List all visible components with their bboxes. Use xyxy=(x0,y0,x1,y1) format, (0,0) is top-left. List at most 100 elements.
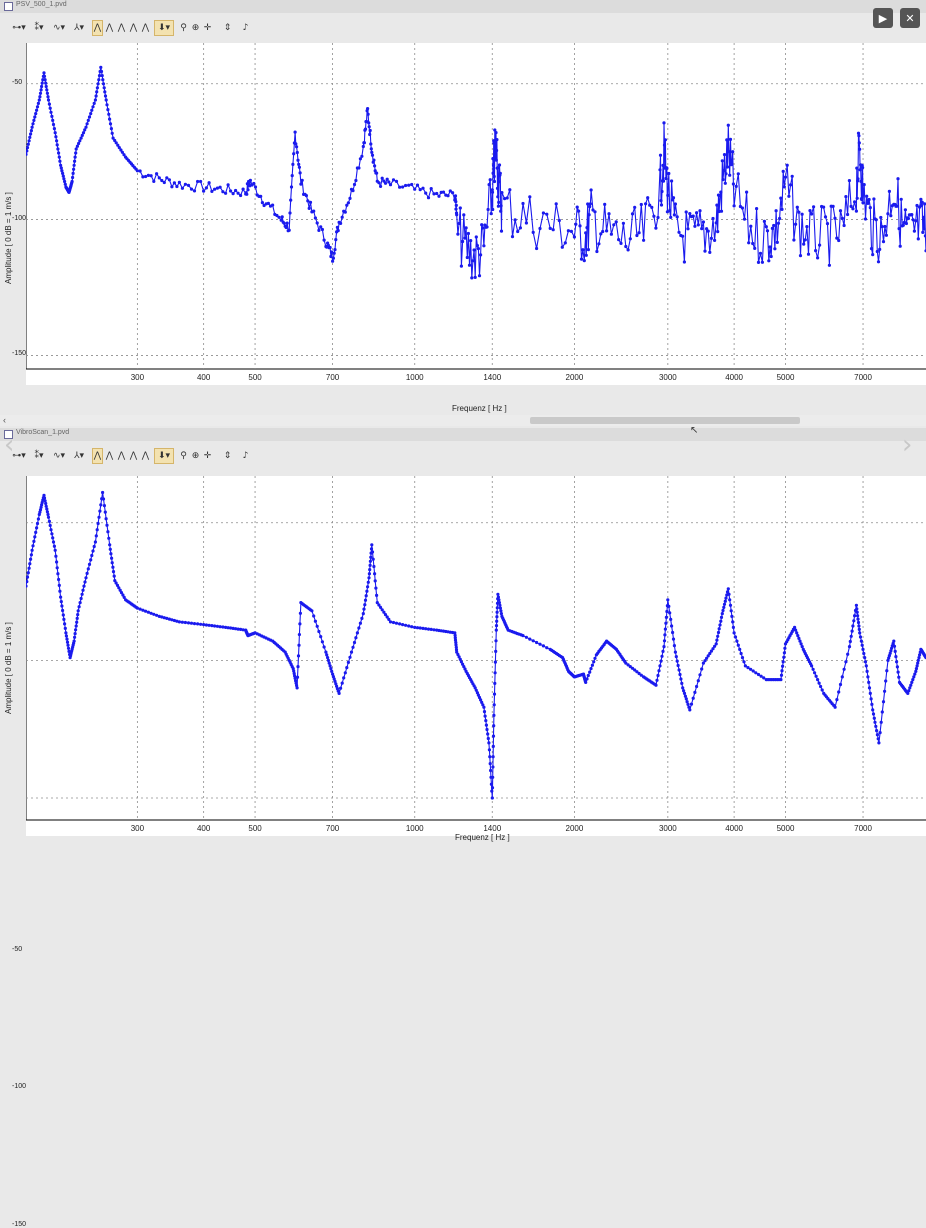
scale-icon[interactable]: ⇕ xyxy=(223,451,232,461)
zoom-fit-icon[interactable]: ⊕ xyxy=(191,23,200,33)
close-button[interactable]: ✕ xyxy=(900,8,920,28)
data-point xyxy=(90,108,94,112)
zoom-icon[interactable]: ⚲ xyxy=(180,23,187,33)
data-point xyxy=(146,173,150,177)
data-point xyxy=(866,201,870,205)
average-tool-icon[interactable]: ⅄▾ xyxy=(73,451,84,461)
zoom-icon[interactable]: ⚲ xyxy=(180,451,187,461)
data-point xyxy=(535,246,539,251)
data-point xyxy=(720,159,724,163)
data-point xyxy=(493,681,497,685)
data-point xyxy=(687,705,691,709)
data-point xyxy=(487,183,491,187)
data-point xyxy=(467,263,472,267)
data-point xyxy=(210,189,214,193)
zoom-fit-icon[interactable]: ⊕ xyxy=(191,451,200,461)
x-tick-label: 5000 xyxy=(777,373,795,382)
data-point xyxy=(284,225,288,230)
peak-2-icon[interactable]: ⋀ xyxy=(105,451,114,461)
data-point xyxy=(111,136,115,140)
data-point xyxy=(339,221,343,225)
data-point xyxy=(795,205,799,209)
data-point xyxy=(246,188,250,192)
signal-tool-icon[interactable]: ∿▾ xyxy=(52,451,66,461)
peak-5-icon[interactable]: ⋀ xyxy=(141,451,150,461)
data-point xyxy=(874,218,878,222)
cursor-tool-icon[interactable]: ⊶▾ xyxy=(12,451,26,461)
data-point xyxy=(167,178,171,182)
file-icon xyxy=(4,430,13,439)
cursor-dropdown-icon[interactable]: ⬇▾ xyxy=(154,20,174,36)
data-point xyxy=(86,118,90,122)
data-point xyxy=(373,579,377,583)
data-point xyxy=(111,570,116,574)
data-point xyxy=(852,619,856,623)
pan-icon[interactable]: ✛ xyxy=(203,451,212,461)
previous-arrow-icon[interactable]: ‹ xyxy=(4,430,15,460)
pan-icon[interactable]: ✛ xyxy=(203,23,212,33)
data-point xyxy=(207,181,211,185)
data-point xyxy=(91,105,95,109)
data-point xyxy=(317,228,321,232)
next-arrow-icon[interactable]: › xyxy=(902,430,913,460)
cursor-dropdown-icon[interactable]: ⬇▾ xyxy=(154,448,174,464)
peak-1-icon[interactable]: ⋀ xyxy=(92,448,103,464)
spectrum-plot-area[interactable]: 300 400 500 700 1000 1400 2000 3000 4000 5000 7000 xyxy=(26,476,926,836)
horizontal-scrollbar[interactable]: ‹ xyxy=(0,415,926,426)
data-point xyxy=(202,189,206,193)
sound-icon[interactable]: ♪ xyxy=(242,23,249,33)
data-point xyxy=(459,264,463,268)
data-point xyxy=(612,223,616,227)
data-point xyxy=(794,222,798,226)
top-spectrum-window: PSV_500_1.pvd ▶ ✕ ⊶▾ ⁑▾ ∿▾ ⅄▾ ⋀ ⋀ ⋀ ⋀ ⋀ ⬇▾ ⚲ ⊕ ✛ ⇕ ♪ 3… xyxy=(0,0,926,428)
data-point xyxy=(485,225,489,229)
peak-4-icon[interactable]: ⋀ xyxy=(129,23,138,33)
scale-icon[interactable]: ⇕ xyxy=(223,23,232,33)
peak-3-icon[interactable]: ⋀ xyxy=(117,451,126,461)
play-button[interactable]: ▶ xyxy=(873,8,893,28)
data-point xyxy=(897,675,901,679)
data-point xyxy=(740,656,745,660)
peak-4-icon[interactable]: ⋀ xyxy=(129,451,138,461)
marker-tool-icon[interactable]: ⁑▾ xyxy=(34,451,44,461)
data-point xyxy=(859,639,864,643)
data-point xyxy=(295,150,299,155)
data-point xyxy=(410,182,414,187)
data-point xyxy=(813,671,817,675)
data-point xyxy=(66,643,70,647)
spectrum-plot-area[interactable]: 300 400 500 700 1000 1400 2000 3000 4000 5000 7000 xyxy=(26,43,926,385)
peak-2-icon[interactable]: ⋀ xyxy=(105,23,114,33)
data-point xyxy=(875,733,880,737)
data-point xyxy=(880,225,884,229)
peak-5-icon[interactable]: ⋀ xyxy=(141,23,150,33)
scroll-thumb[interactable] xyxy=(530,417,800,424)
data-point xyxy=(798,254,803,258)
sound-icon[interactable]: ♪ xyxy=(242,451,249,461)
peak-3-icon[interactable]: ⋀ xyxy=(117,23,126,33)
data-point xyxy=(738,647,742,651)
marker-tool-icon[interactable]: ⁑▾ xyxy=(34,23,44,33)
data-point xyxy=(78,601,82,605)
average-tool-icon[interactable]: ⅄▾ xyxy=(73,23,84,33)
cursor-tool-icon[interactable]: ⊶▾ xyxy=(12,23,26,33)
data-point xyxy=(75,620,79,624)
data-point xyxy=(348,196,352,200)
data-point xyxy=(304,194,308,198)
data-point xyxy=(879,215,883,220)
data-point xyxy=(723,181,727,185)
data-point xyxy=(923,234,926,238)
data-point xyxy=(881,240,886,244)
signal-tool-icon[interactable]: ∿▾ xyxy=(52,23,66,33)
toolbar: ⊶▾ ⁑▾ ∿▾ ⅄▾ ⋀ ⋀ ⋀ ⋀ ⋀ ⬇▾ ⚲ ⊕ ✛ ⇕ ♪ xyxy=(0,18,926,40)
data-point xyxy=(391,178,396,182)
scroll-left-icon[interactable]: ‹ xyxy=(3,415,6,425)
data-point xyxy=(586,673,590,678)
peak-1-icon[interactable]: ⋀ xyxy=(92,20,103,36)
data-point xyxy=(722,602,727,606)
data-point xyxy=(793,625,797,629)
data-point xyxy=(295,145,299,149)
data-point xyxy=(703,249,707,253)
data-point xyxy=(332,251,336,255)
data-point xyxy=(196,179,200,184)
data-point xyxy=(497,601,501,605)
